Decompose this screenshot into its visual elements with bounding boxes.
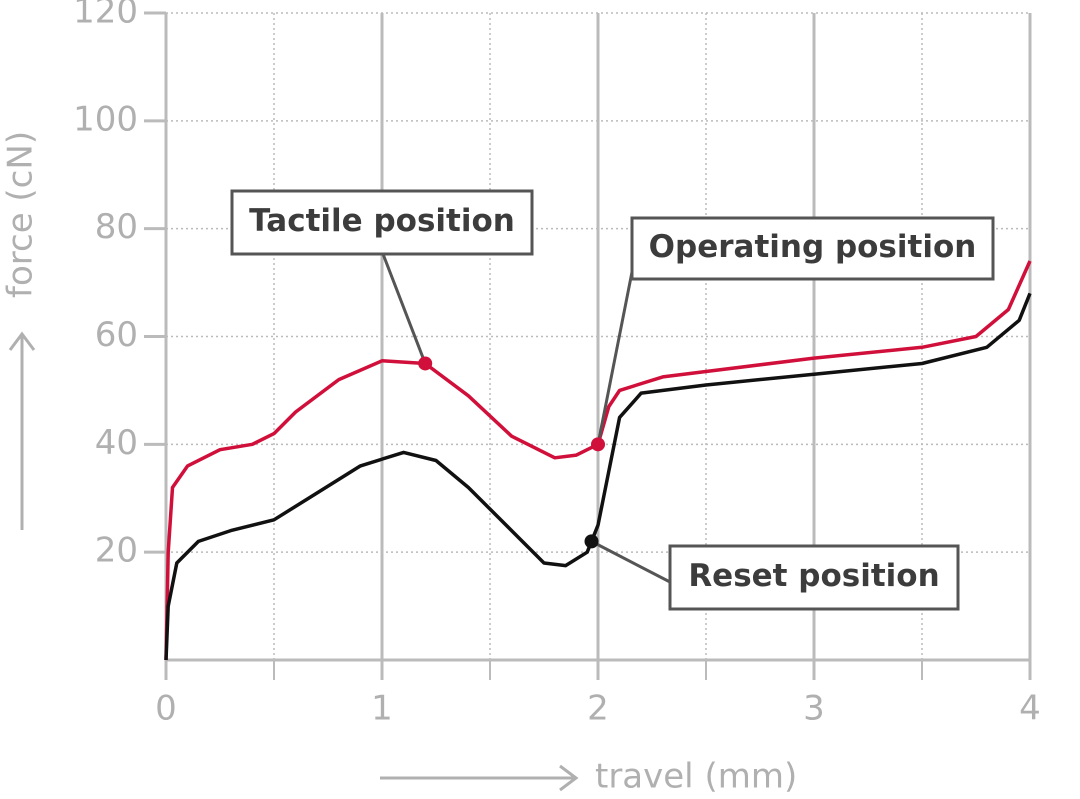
x-axis-label: travel (mm)	[595, 757, 797, 797]
series-line	[164, 260, 1032, 661]
x-tick-label: 0	[155, 689, 177, 729]
annotation-box	[668, 544, 960, 611]
y-axis-label: force (cN)	[1, 131, 41, 298]
y-arrow-head	[8, 331, 36, 351]
annotation-text: Tactile position	[249, 203, 515, 239]
annotation-point	[591, 437, 605, 452]
x-tick-label: 1	[371, 689, 393, 729]
y-tick-label: 60	[95, 315, 138, 355]
y-tick-label: 20	[95, 531, 138, 571]
leader-line	[381, 253, 427, 364]
y-tick-label: 40	[95, 423, 138, 463]
annotation-point	[584, 534, 599, 549]
y-tick-label: 100	[73, 99, 138, 139]
y-tick-label: 120	[73, 0, 138, 32]
series-line	[164, 292, 1032, 661]
leader-line	[596, 271, 634, 445]
x-tick-label: 4	[1019, 689, 1041, 729]
annotation-point	[418, 356, 433, 371]
x-arrow-head	[559, 764, 579, 792]
annotation-box	[630, 216, 995, 281]
x-tick-label: 2	[587, 689, 609, 729]
leader-line	[590, 540, 671, 584]
annotation-box	[230, 189, 534, 256]
x-tick-label: 3	[803, 689, 825, 729]
annotation-text: Reset position	[688, 558, 939, 594]
annotation-text: Operating position	[649, 229, 977, 265]
y-tick-label: 80	[95, 207, 138, 247]
